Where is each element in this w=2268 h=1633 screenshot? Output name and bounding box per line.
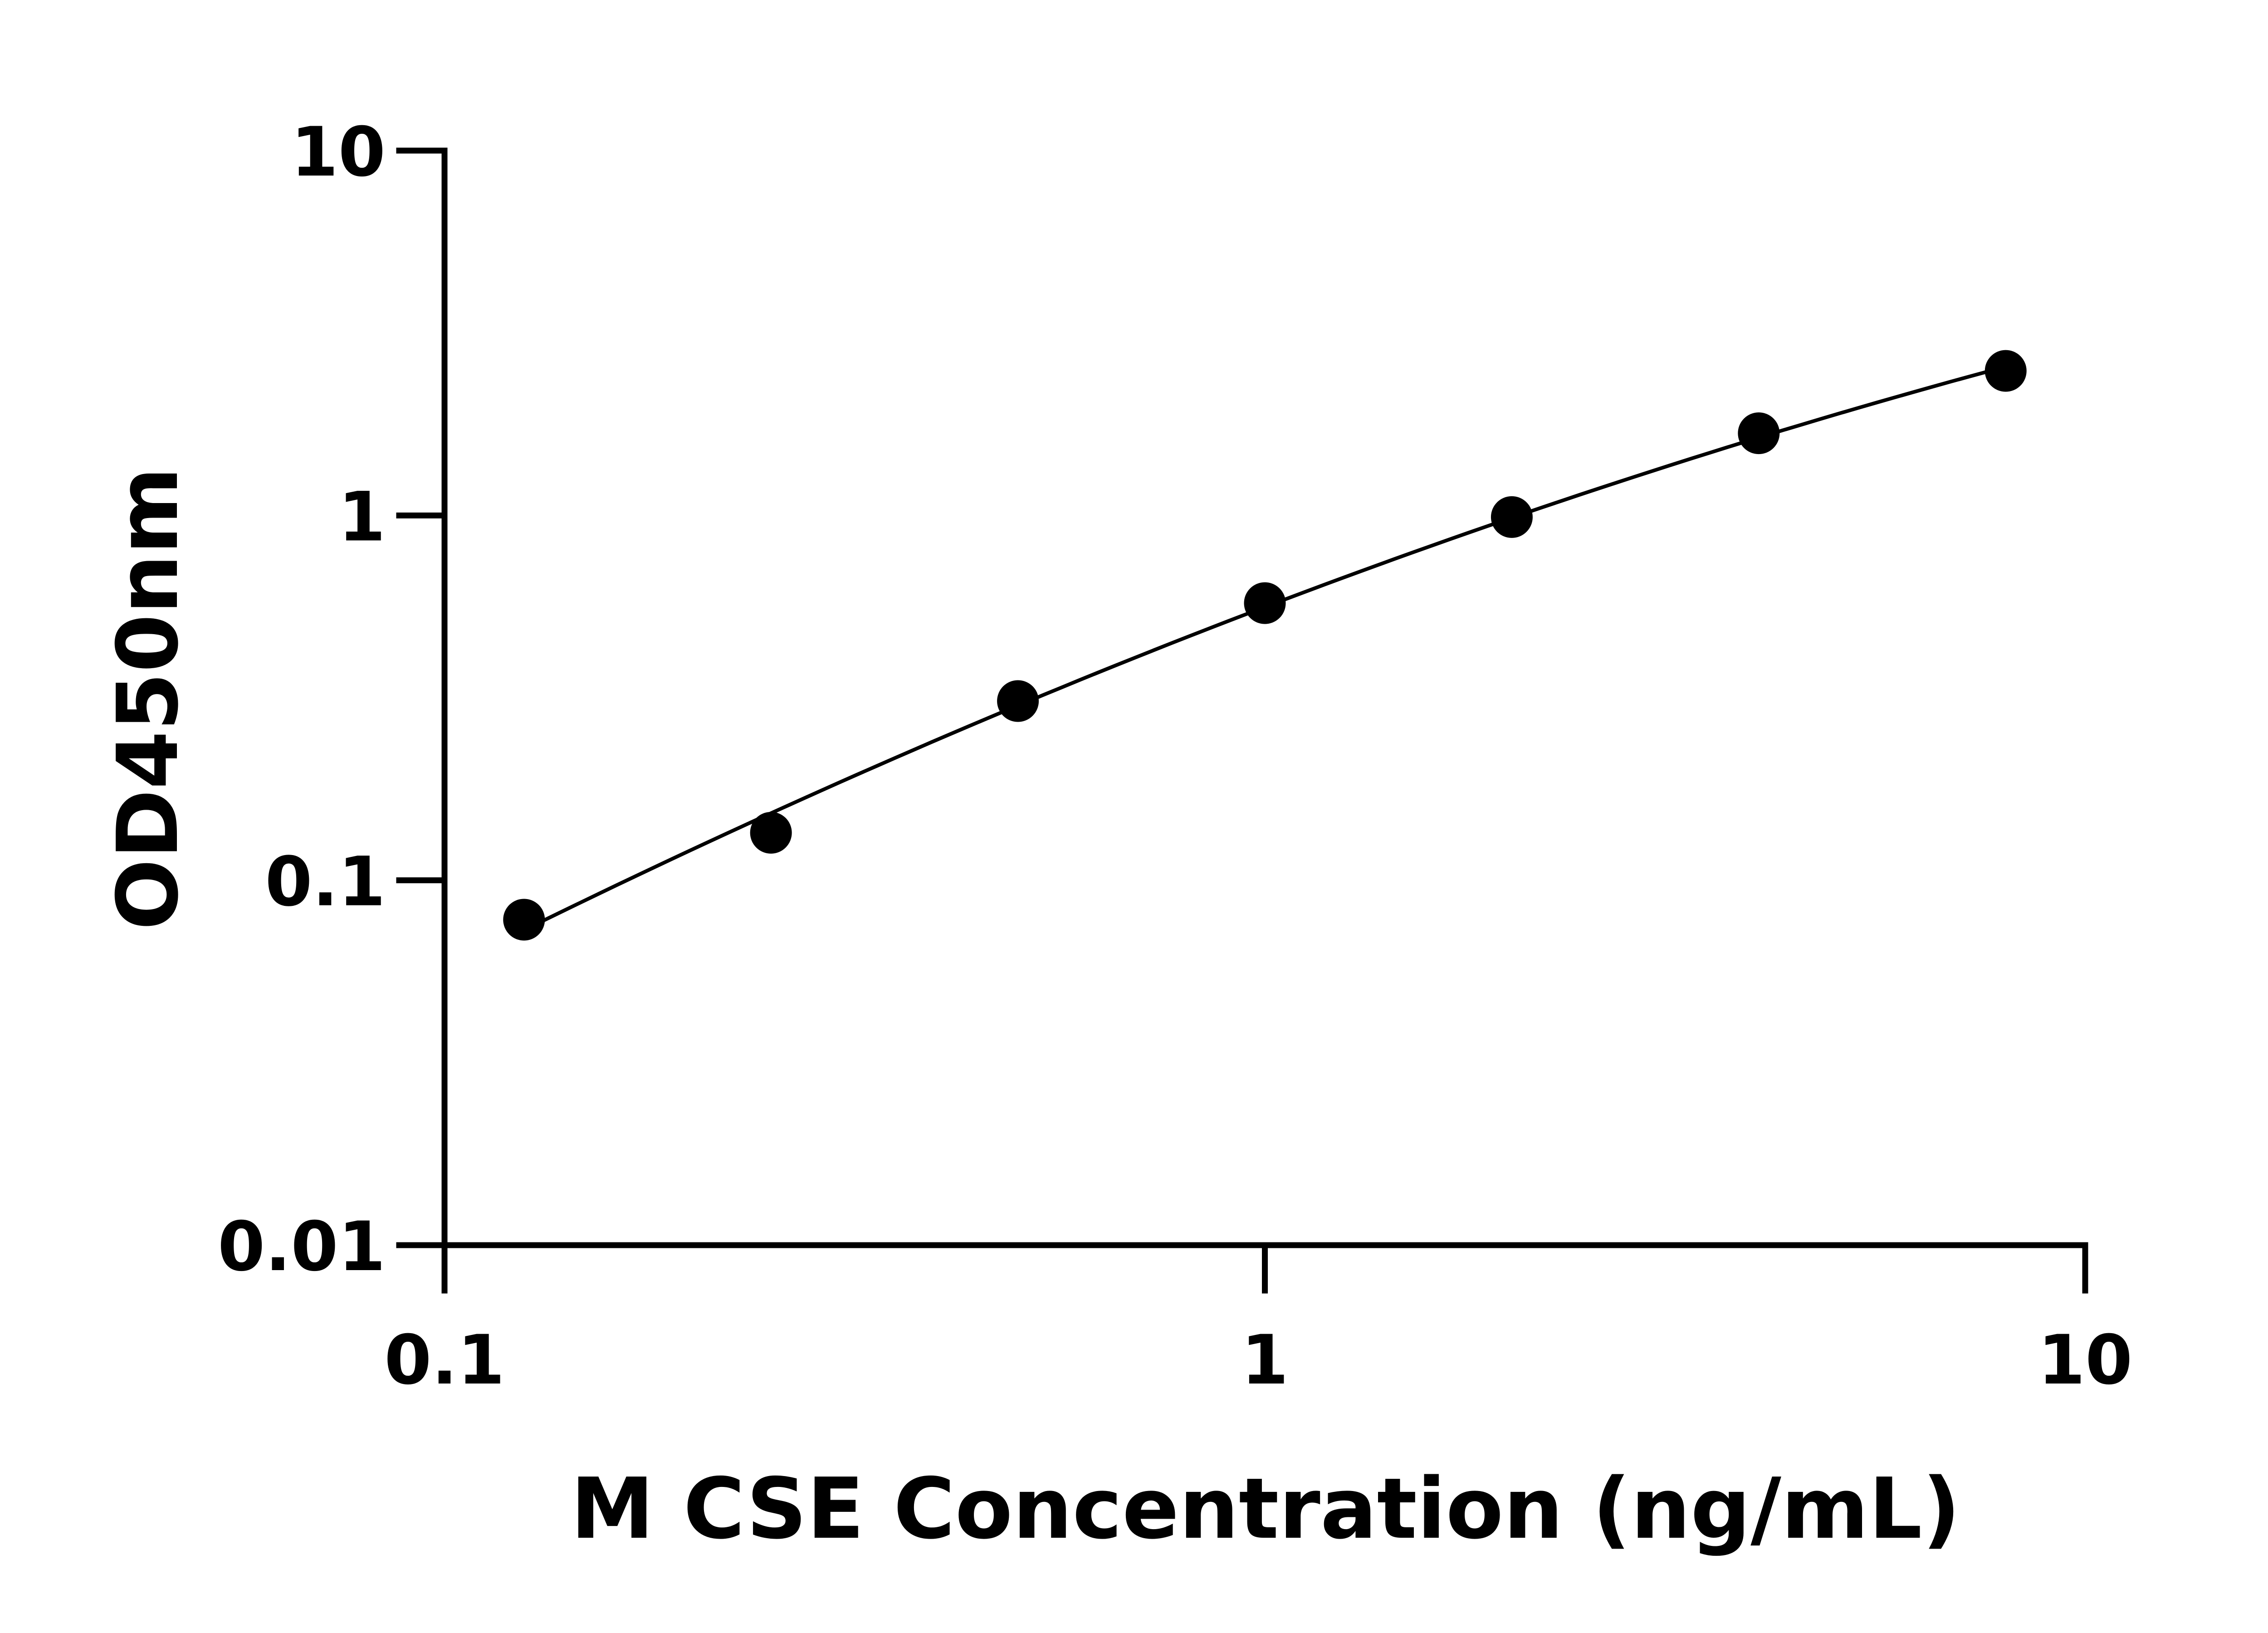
data-point [1984,350,2027,392]
data-point [503,899,545,941]
y-tick-label: 1 [338,478,386,557]
x-tick-label: 10 [2038,1321,2133,1400]
axes [396,147,2088,1294]
y-tick-label: 10 [291,113,386,192]
y-tick-label: 0.01 [218,1208,386,1286]
data-point [750,812,792,854]
data-point [1244,582,1286,624]
data-point [1491,496,1533,538]
tick-labels: 0.1 1 10 0.01 0.1 1 10 [218,113,2132,1400]
data-points [503,350,2027,941]
x-axis-label: M CSE Concentration (ng/mL) [571,1460,1960,1558]
fit-curve [523,365,2006,932]
data-point [997,680,1039,722]
data-point [1738,412,1780,455]
x-tick-label: 1 [1241,1321,1288,1400]
y-axis-label: OD450nm [99,467,197,930]
y-tick-label: 0.1 [265,843,386,922]
x-tick-label: 0.1 [384,1321,505,1400]
